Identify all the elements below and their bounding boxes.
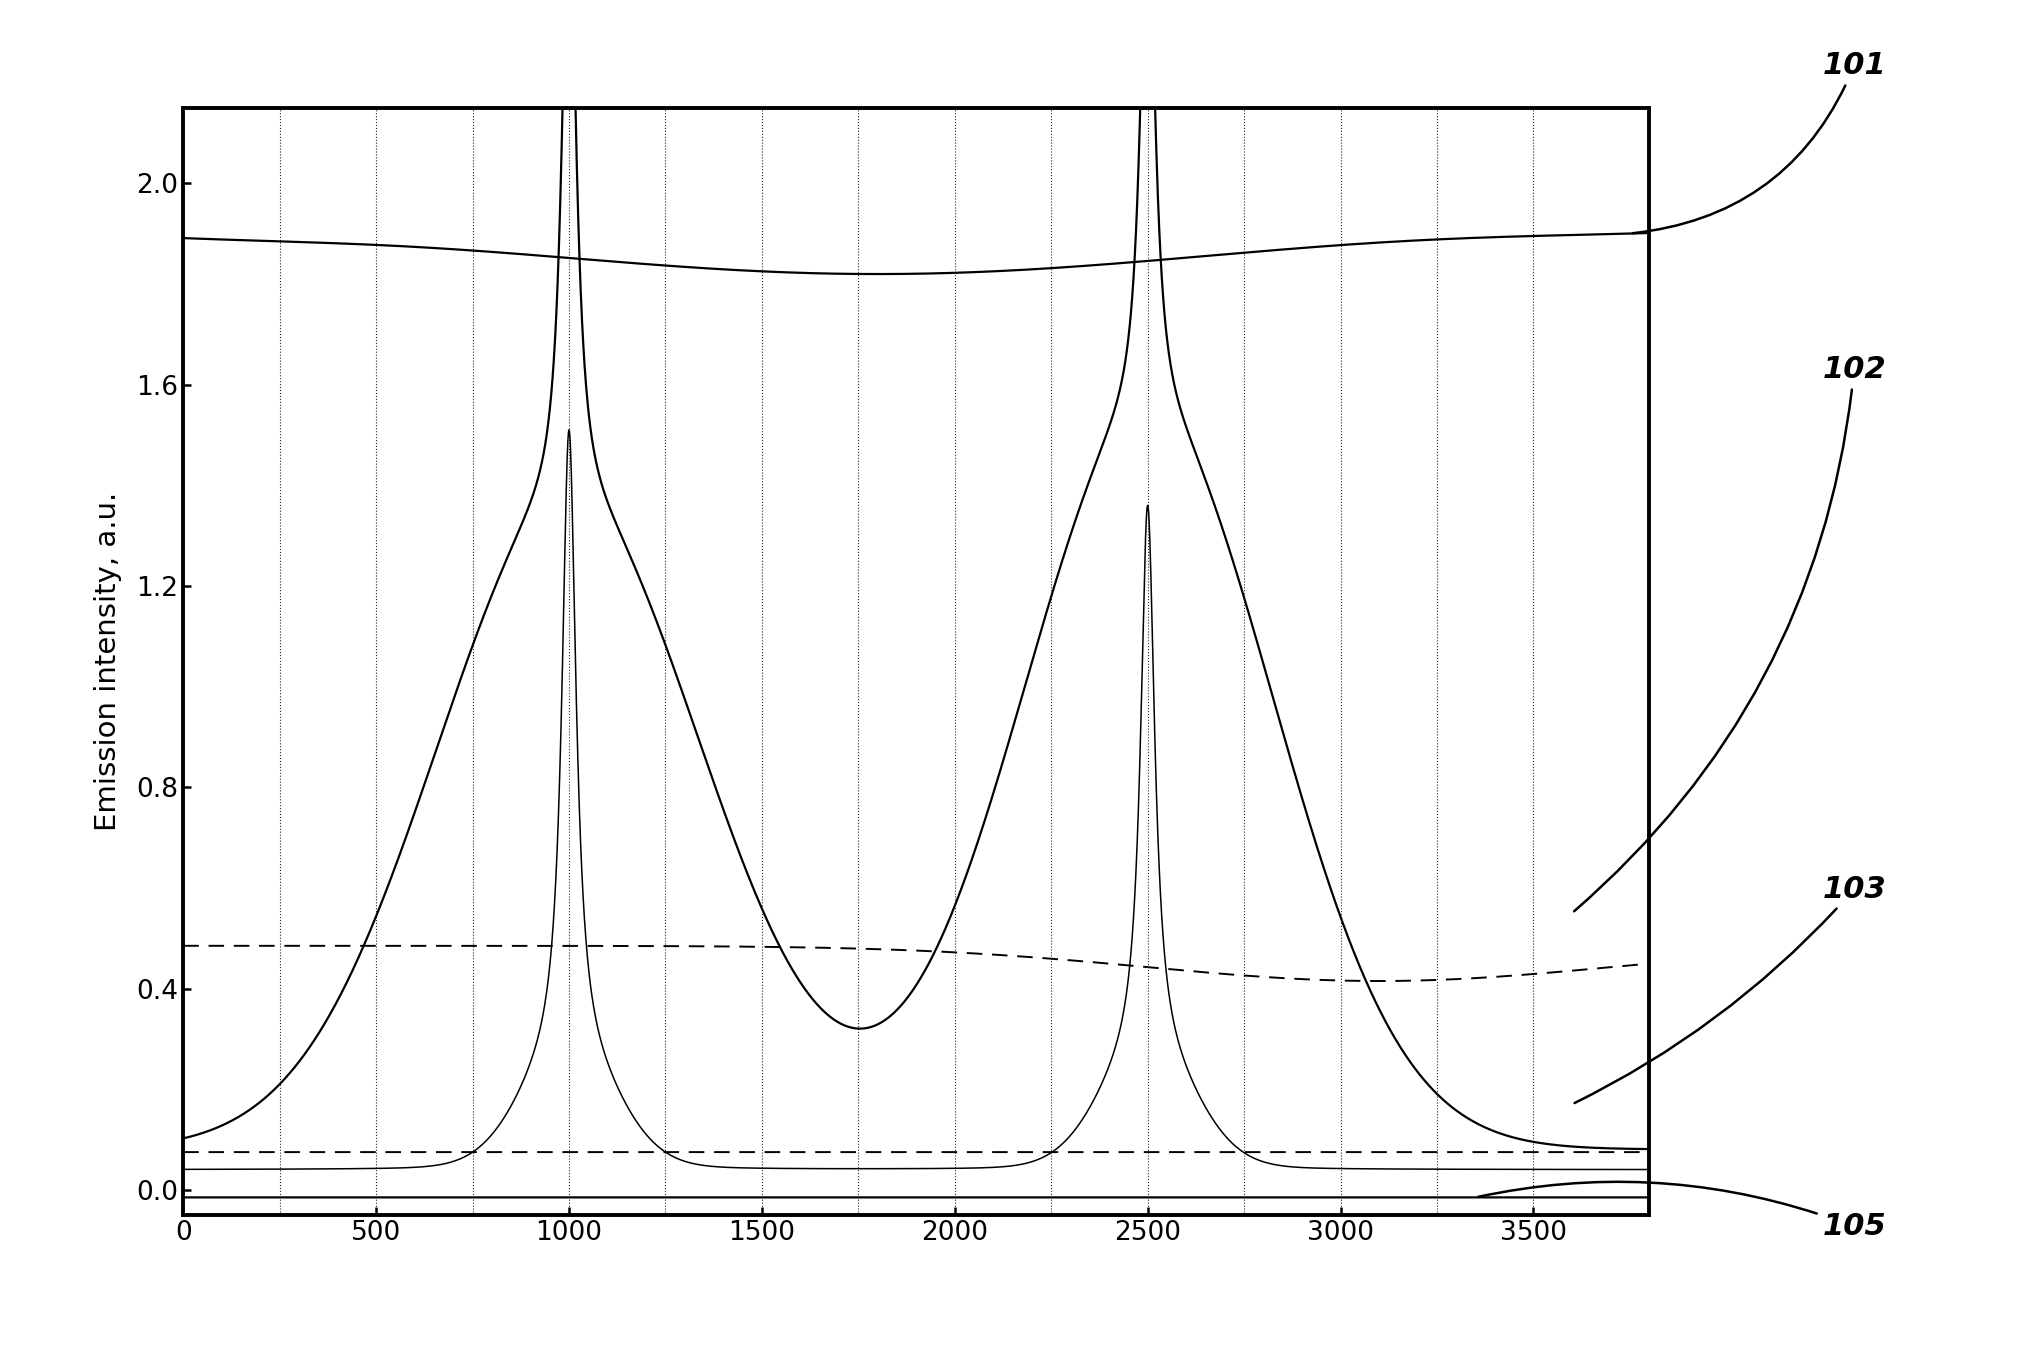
Y-axis label: Emission intensity, a.u.: Emission intensity, a.u.: [94, 491, 122, 832]
Text: 101: 101: [1633, 51, 1885, 234]
Text: 105: 105: [1478, 1181, 1885, 1241]
Text: 103: 103: [1574, 875, 1885, 1103]
Text: 102: 102: [1574, 355, 1885, 911]
